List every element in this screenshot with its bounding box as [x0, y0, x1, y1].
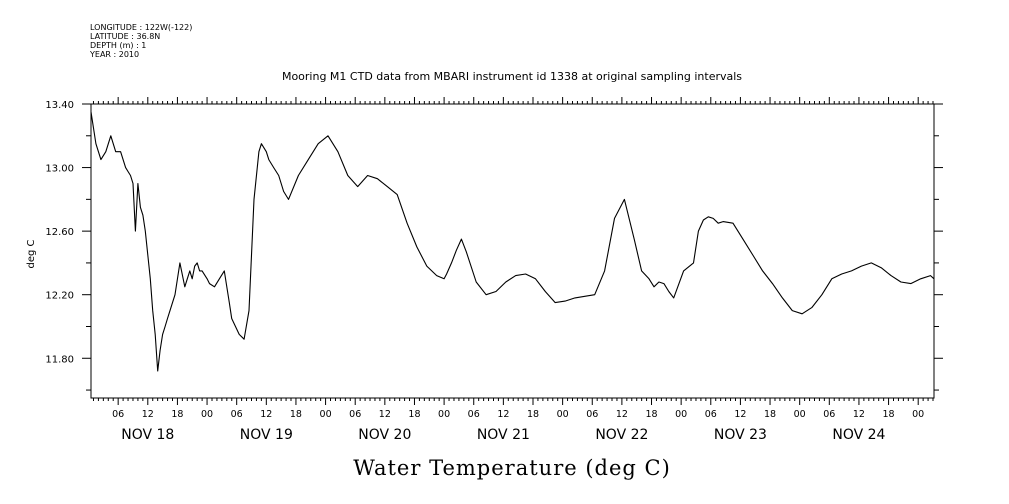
x-day-label: NOV 24	[832, 427, 885, 443]
series-line	[90, 111, 935, 372]
x-hour-label: 06	[823, 409, 835, 420]
x-hour-label: 18	[290, 409, 302, 420]
x-hour-label: 18	[171, 409, 183, 420]
y-tick-label: 13.40	[45, 100, 74, 111]
x-hour-label: 00	[438, 409, 450, 420]
x-hour-label: 06	[705, 409, 717, 420]
series-water-temperature	[90, 111, 935, 372]
y-axis-label: deg C	[26, 239, 37, 268]
x-hour-label: 18	[645, 409, 657, 420]
x-hour-label: 12	[497, 409, 509, 420]
x-hour-label: 12	[260, 409, 272, 420]
x-day-label: NOV 20	[358, 427, 411, 443]
x-hour-label: 00	[557, 409, 569, 420]
y-tick-label: 13.00	[45, 164, 74, 175]
x-hour-label: 12	[379, 409, 391, 420]
chart-title: Mooring M1 CTD data from MBARI instrumen…	[282, 70, 742, 83]
x-day-label: NOV 23	[714, 427, 767, 443]
metadata-line: YEAR : 2010	[89, 50, 139, 59]
x-hour-label: 18	[764, 409, 776, 420]
x-hour-label: 06	[231, 409, 243, 420]
x-hour-label: 18	[408, 409, 420, 420]
x-hour-label: 06	[112, 409, 124, 420]
x-hour-label: 12	[142, 409, 154, 420]
x-day-label: NOV 21	[477, 427, 530, 443]
y-tick-label: 12.20	[45, 291, 74, 302]
x-day-label: NOV 22	[595, 427, 648, 443]
metadata-line: LATITUDE : 36.8N	[90, 32, 160, 41]
x-day-label: NOV 18	[121, 427, 174, 443]
y-axis-ticks: 13.40 13.00 12.60 12.20 11.80	[45, 100, 943, 391]
x-hour-label: 06	[349, 409, 361, 420]
plot-border	[90, 103, 935, 399]
x-hour-label: 00	[794, 409, 806, 420]
x-hour-label: 18	[527, 409, 539, 420]
x-axis-label: Water Temperature (deg C)	[353, 456, 671, 480]
x-hour-label: 12	[616, 409, 628, 420]
plot-frame	[90, 103, 935, 399]
x-hour-label: 06	[586, 409, 598, 420]
x-hour-label: 00	[912, 409, 924, 420]
x-day-label: NOV 19	[240, 427, 293, 443]
x-hour-label: 00	[675, 409, 687, 420]
x-hour-label: 00	[320, 409, 332, 420]
metadata-line: DEPTH (m) : 1	[90, 41, 146, 50]
x-hour-label: 06	[468, 409, 480, 420]
y-tick-label: 12.60	[45, 227, 74, 238]
x-hour-label: 12	[734, 409, 746, 420]
metadata-line: LONGITUDE : 122W(-122)	[90, 23, 192, 32]
metadata-block: LONGITUDE : 122W(-122)LATITUDE : 36.8NDE…	[89, 23, 192, 59]
x-axis-ticks: 06 12 18 00 06 12 18 00 06 12 18 00 06 12 18 00 06 12 18 00…	[92, 97, 934, 443]
x-hour-label: 18	[883, 409, 895, 420]
x-hour-label: 12	[853, 409, 865, 420]
y-tick-label: 11.80	[45, 354, 74, 365]
x-hour-label: 00	[201, 409, 213, 420]
